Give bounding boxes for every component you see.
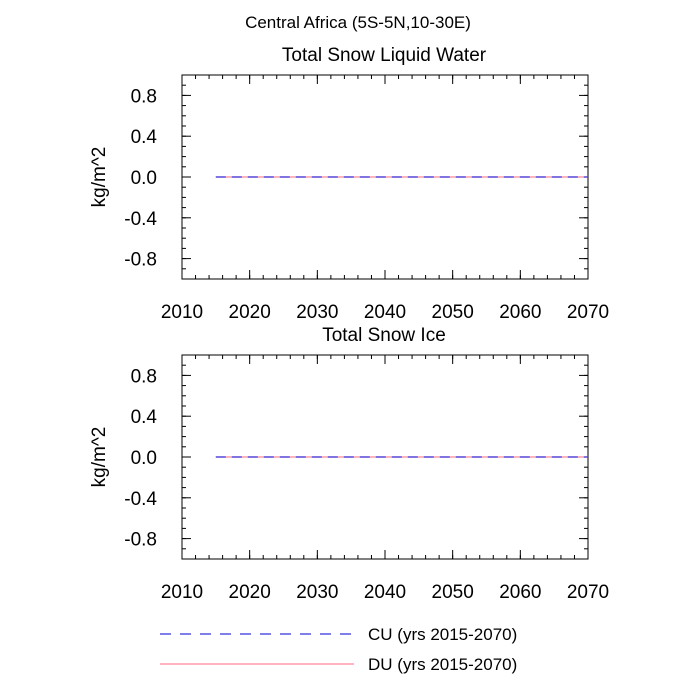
y-tick-label: 0.4 [131, 127, 158, 148]
chart-panels: Total Snow Liquid Water kg/m^2 2010 2020 203… [89, 45, 609, 603]
y-tick-label: -0.4 [124, 209, 157, 230]
x-tick-label: 2010 [161, 302, 203, 323]
x-tick-label: 2020 [229, 302, 271, 323]
y-tick-label: 0.8 [131, 86, 157, 107]
x-tick-label: 2050 [432, 302, 474, 323]
figure-title: Central Africa (5S-5N,10-30E) [245, 13, 471, 32]
chart-panel-1: Total Snow Liquid Water kg/m^2 2010 2020 203… [89, 45, 609, 323]
y-axis-label: kg/m^2 [89, 147, 110, 208]
chart-panel-2: Total Snow Ice kg/m^2 2010 2020 2030 2040 2050… [89, 325, 609, 603]
x-tick-label: 2020 [229, 582, 271, 603]
legend-label-du: DU (yrs 2015-2070) [368, 655, 517, 674]
x-tick-label: 2030 [296, 582, 338, 603]
chart-title: Total Snow Ice [322, 325, 446, 346]
x-tick-label: 2060 [499, 582, 541, 603]
x-tick-label: 2040 [364, 582, 406, 603]
y-tick-label: 0.0 [131, 448, 157, 469]
x-tick-label: 2050 [432, 582, 474, 603]
legend-label-cu: CU (yrs 2015-2070) [368, 625, 517, 644]
y-axis-label: kg/m^2 [89, 427, 110, 488]
x-tick-label: 2040 [364, 302, 406, 323]
y-tick-label: -0.4 [124, 489, 157, 510]
y-tick-label: -0.8 [124, 530, 157, 551]
x-tick-label: 2060 [499, 302, 541, 323]
x-tick-label: 2030 [296, 302, 338, 323]
legend: CU (yrs 2015-2070) DU (yrs 2015-2070) [160, 625, 517, 674]
x-tick-label: 2010 [161, 582, 203, 603]
x-tick-label: 2070 [567, 582, 609, 603]
y-tick-label: 0.4 [131, 407, 158, 428]
chart-title: Total Snow Liquid Water [282, 45, 487, 66]
x-tick-label: 2070 [567, 302, 609, 323]
y-tick-label: 0.8 [131, 366, 157, 387]
y-tick-label: 0.0 [131, 168, 157, 189]
y-tick-label: -0.8 [124, 250, 157, 271]
